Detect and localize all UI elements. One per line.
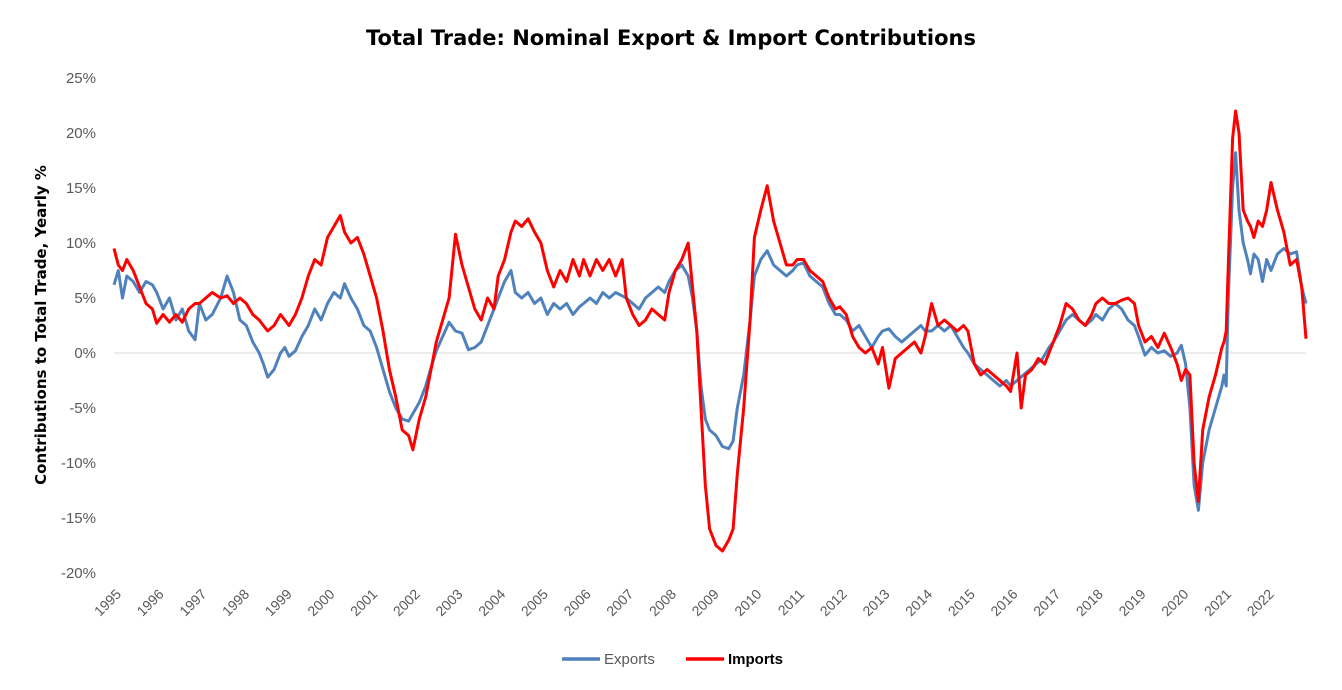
y-tick-label: 5% — [74, 290, 96, 307]
x-axis-ticks: 1995 1996 1997 1998 1999 2000 2001 2002 2003 2004… — [91, 586, 1277, 619]
x-tick-label: 2021 — [1201, 586, 1234, 619]
x-tick-label: 2002 — [390, 586, 423, 619]
x-tick-label: 2022 — [1243, 586, 1276, 619]
x-tick-label: 2009 — [688, 586, 721, 619]
series-line-exports — [112, 151, 1308, 512]
x-tick-label: 2008 — [646, 586, 679, 619]
y-tick-label: 0% — [74, 345, 96, 362]
x-tick-label: 2018 — [1073, 586, 1106, 619]
x-tick-label: 1998 — [219, 586, 252, 619]
y-axis-ticks: -20% -15% -10% -5% 0% 5% 10% 15% 20% 25% — [61, 70, 96, 582]
y-tick-label: 20% — [66, 125, 96, 142]
x-tick-label: 2016 — [987, 586, 1020, 619]
y-tick-label: -5% — [69, 400, 96, 417]
x-tick-label: 1997 — [176, 586, 209, 619]
x-tick-label: 1996 — [133, 586, 166, 619]
legend-label-exports: Exports — [604, 651, 655, 668]
x-tick-label: 2020 — [1158, 586, 1191, 619]
x-tick-label: 2010 — [731, 586, 764, 619]
y-axis-label: Contributions to Total Trade, Yearly % — [32, 165, 50, 485]
x-tick-label: 2019 — [1115, 586, 1148, 619]
x-tick-label: 2001 — [347, 586, 380, 619]
x-tick-label: 2015 — [945, 586, 978, 619]
y-tick-label: -15% — [61, 510, 96, 527]
x-tick-label: 2017 — [1030, 586, 1063, 619]
legend-label-imports: Imports — [728, 651, 783, 668]
x-tick-label: 2000 — [304, 586, 337, 619]
x-tick-label: 2014 — [902, 586, 935, 619]
x-tick-label: 1995 — [91, 586, 124, 619]
x-tick-label: 2005 — [518, 586, 551, 619]
y-tick-label: -20% — [61, 565, 96, 582]
x-tick-label: 2012 — [817, 586, 850, 619]
chart-title: Total Trade: Nominal Export & Import Con… — [366, 26, 976, 50]
y-tick-label: 25% — [66, 70, 96, 87]
y-tick-label: 10% — [66, 235, 96, 252]
series-lines — [112, 109, 1308, 553]
x-tick-label: 2007 — [603, 586, 636, 619]
x-tick-label: 2004 — [475, 586, 508, 619]
series-line-imports — [112, 109, 1308, 553]
x-tick-label: 2006 — [560, 586, 593, 619]
y-tick-label: 15% — [66, 180, 96, 197]
legend: Exports Imports — [562, 651, 783, 668]
x-tick-label: 2013 — [859, 586, 892, 619]
y-tick-label: -10% — [61, 455, 96, 472]
x-tick-label: 1999 — [262, 586, 295, 619]
x-tick-label: 2011 — [775, 586, 808, 619]
x-tick-label: 2003 — [432, 586, 465, 619]
